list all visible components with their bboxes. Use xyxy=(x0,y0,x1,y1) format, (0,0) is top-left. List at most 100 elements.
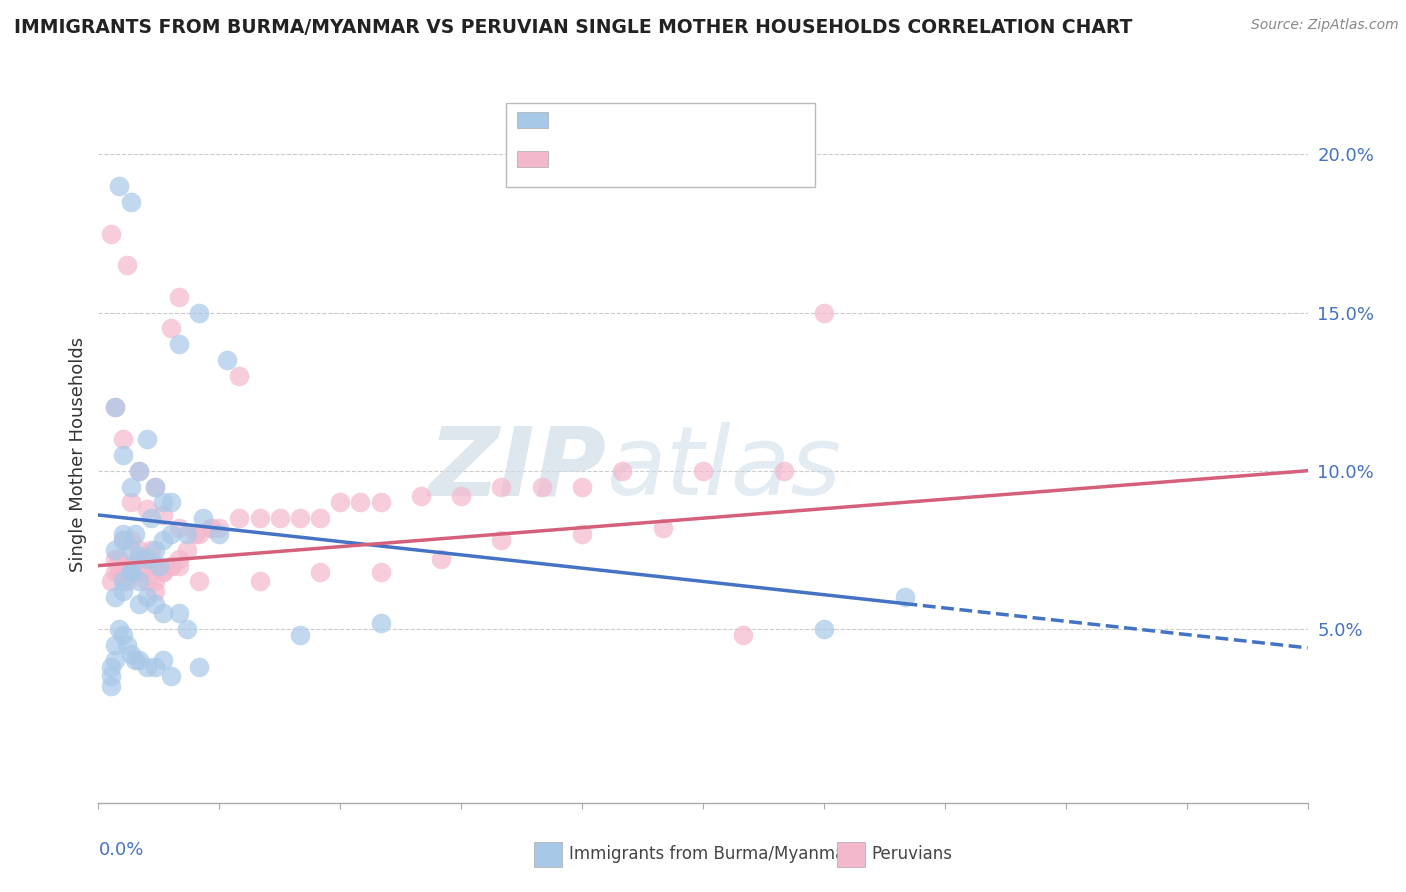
Point xyxy=(128,653,150,667)
Point xyxy=(143,660,166,674)
Point xyxy=(176,542,198,557)
Text: atlas: atlas xyxy=(606,422,841,516)
Point xyxy=(228,511,250,525)
Point xyxy=(813,305,835,319)
Point xyxy=(111,565,134,579)
Point xyxy=(813,622,835,636)
Point xyxy=(148,558,170,573)
Point xyxy=(135,558,157,573)
Point xyxy=(430,552,453,566)
Point xyxy=(370,495,392,509)
Point xyxy=(103,565,125,579)
Point xyxy=(107,552,129,566)
Point xyxy=(167,558,190,573)
Text: Immigrants from Burma/Myanmar: Immigrants from Burma/Myanmar xyxy=(569,845,852,863)
Point xyxy=(103,638,125,652)
Point xyxy=(571,527,593,541)
Point xyxy=(120,479,142,493)
Point xyxy=(103,401,125,415)
Point xyxy=(139,542,162,557)
Point xyxy=(651,521,673,535)
Point xyxy=(128,597,150,611)
Point xyxy=(115,258,138,272)
Point xyxy=(208,521,231,535)
Point xyxy=(135,501,157,516)
Point xyxy=(370,615,392,630)
Point xyxy=(128,552,150,566)
Text: R = -0.165  N = 60: R = -0.165 N = 60 xyxy=(557,113,758,132)
Point xyxy=(188,305,211,319)
Point xyxy=(111,628,134,642)
Point xyxy=(143,583,166,598)
Text: R =  0.166  N = 72: R = 0.166 N = 72 xyxy=(557,153,756,171)
Text: 0.0%: 0.0% xyxy=(98,841,143,859)
Point xyxy=(128,464,150,478)
Point xyxy=(733,628,755,642)
Point xyxy=(193,511,215,525)
Point xyxy=(103,552,125,566)
Point xyxy=(100,227,122,241)
Point xyxy=(409,489,432,503)
Point xyxy=(152,508,174,522)
Point xyxy=(111,527,134,541)
Point xyxy=(152,495,174,509)
Point xyxy=(530,479,553,493)
Point xyxy=(100,679,122,693)
Point xyxy=(135,591,157,605)
Point xyxy=(208,527,231,541)
Point xyxy=(188,527,211,541)
Point xyxy=(103,653,125,667)
Point xyxy=(124,653,146,667)
Point xyxy=(309,511,332,525)
Point xyxy=(188,660,211,674)
Point xyxy=(103,542,125,557)
Point xyxy=(128,574,150,589)
Point xyxy=(160,527,183,541)
Point xyxy=(120,647,142,661)
Point xyxy=(128,565,150,579)
Point xyxy=(120,194,142,209)
Point xyxy=(217,353,239,368)
Point xyxy=(120,495,142,509)
Point xyxy=(111,533,134,548)
Point xyxy=(167,290,190,304)
Point xyxy=(228,368,250,383)
Point xyxy=(135,574,157,589)
Point xyxy=(152,653,174,667)
Point xyxy=(120,533,142,548)
Point xyxy=(249,511,271,525)
Point xyxy=(143,542,166,557)
Point xyxy=(184,527,207,541)
Text: Source: ZipAtlas.com: Source: ZipAtlas.com xyxy=(1251,18,1399,32)
Point xyxy=(370,565,392,579)
Point xyxy=(160,558,183,573)
Point xyxy=(288,511,311,525)
Point xyxy=(103,591,125,605)
Point xyxy=(143,479,166,493)
Point xyxy=(120,565,142,579)
Point xyxy=(111,448,134,462)
Point xyxy=(160,495,183,509)
Point xyxy=(309,565,332,579)
Text: IMMIGRANTS FROM BURMA/MYANMAR VS PERUVIAN SINGLE MOTHER HOUSEHOLDS CORRELATION C: IMMIGRANTS FROM BURMA/MYANMAR VS PERUVIA… xyxy=(14,18,1132,37)
Point xyxy=(249,574,271,589)
Point xyxy=(160,558,183,573)
Point xyxy=(115,574,138,589)
Point xyxy=(269,511,291,525)
Point xyxy=(176,622,198,636)
Point xyxy=(120,565,142,579)
Point xyxy=(143,574,166,589)
Point xyxy=(491,479,513,493)
Point xyxy=(120,565,142,579)
Point xyxy=(107,565,129,579)
Point xyxy=(772,464,794,478)
Text: ZIP: ZIP xyxy=(429,422,606,516)
Point xyxy=(893,591,915,605)
Point xyxy=(128,464,150,478)
Point xyxy=(128,549,150,563)
Point xyxy=(111,558,134,573)
Point xyxy=(152,533,174,548)
Point xyxy=(100,574,122,589)
Point xyxy=(176,527,198,541)
Point xyxy=(135,552,157,566)
